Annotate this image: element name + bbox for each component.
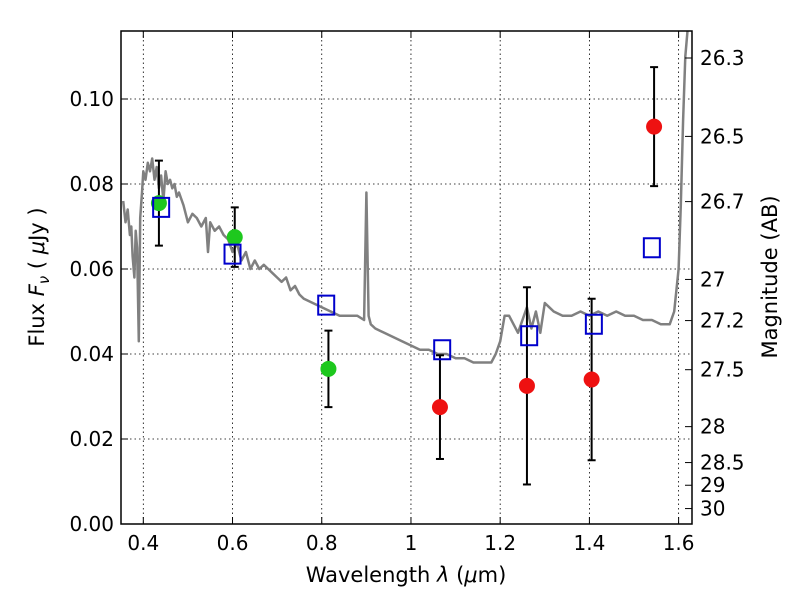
x-axis-ticks: 0.4 0.6 0.8 1 1.2 1.4 1.6: [127, 31, 695, 555]
right-tick-label: 28.5: [700, 451, 745, 475]
green-point-marker: [320, 360, 337, 377]
right-tick-label: 29: [700, 473, 725, 497]
sed-model-curve: [121, 30, 689, 364]
y-axis-label-unit-rest: Jy ): [25, 207, 49, 243]
green-point-marker: [226, 229, 243, 246]
right-tick-label: 27: [700, 267, 725, 291]
red-point-marker: [646, 118, 663, 135]
right-tick-label: 26.3: [700, 46, 745, 70]
model-square-marker: [642, 237, 661, 259]
y-axis-label-subscript: ν: [35, 276, 53, 284]
model-square-marker: [317, 294, 336, 316]
right-tick-label: 30: [700, 497, 725, 521]
x-tick-label: 0.8: [306, 531, 338, 555]
x-axis-label-symbol: λ: [436, 563, 449, 587]
y-tick-label: 0.02: [69, 427, 114, 451]
red-point-marker: [431, 399, 448, 416]
y-tick-label: 0.06: [69, 257, 114, 281]
x-axis-label-unit-mu: μ: [463, 563, 477, 587]
model-square-marker: [520, 325, 539, 347]
green-point-marker: [150, 195, 167, 212]
right-tick-label: 26.5: [700, 124, 745, 148]
y-axis-label-unit-open: (: [25, 254, 49, 276]
y-axis-label-unit-mu: μ: [25, 241, 49, 255]
x-tick-label: 0.4: [127, 531, 159, 555]
sed-line: [121, 30, 689, 364]
plot-frame: [120, 30, 693, 525]
y-axis-ticks: 0.00 0.02 0.04 0.06 0.08 0.10: [69, 87, 128, 536]
x-tick-label: 1: [405, 531, 418, 555]
y-tick-label: 0.04: [69, 342, 114, 366]
y-tick-label: 0.10: [69, 87, 114, 111]
y-tick-label: 0.00: [69, 512, 114, 536]
y-axis-label-prefix: Flux: [25, 296, 49, 346]
model-square-marker: [223, 243, 242, 265]
x-axis-label: Wavelength λ (μm): [306, 563, 507, 587]
model-square-marker: [433, 339, 452, 361]
y-axis-label-symbol: F: [25, 283, 49, 296]
x-tick-label: 1.2: [484, 531, 516, 555]
right-tick-label: 27.5: [700, 358, 745, 382]
right-tick-label: 28: [700, 415, 725, 439]
y-axis-label: Flux Fν ( μJy ): [25, 207, 53, 346]
x-tick-label: 1.4: [573, 531, 605, 555]
grid: [121, 31, 692, 525]
x-tick-label: 0.6: [217, 531, 249, 555]
right-tick-label: 27.2: [700, 309, 745, 333]
data-markers: [150, 66, 663, 486]
x-axis-label-unit-rest: m): [478, 563, 507, 587]
red-point-marker: [518, 377, 535, 394]
right-axis-label: Magnitude (AB): [758, 195, 782, 358]
y-tick-label: 0.08: [69, 172, 114, 196]
model-square-marker: [584, 313, 603, 335]
red-point-marker: [583, 371, 600, 388]
x-axis-label-prefix: Wavelength: [306, 563, 437, 587]
x-tick-label: 1.6: [663, 531, 695, 555]
x-axis-label-unit-open: (: [449, 563, 464, 587]
right-tick-label: 26.7: [700, 190, 745, 214]
model-square-marker: [152, 196, 171, 218]
